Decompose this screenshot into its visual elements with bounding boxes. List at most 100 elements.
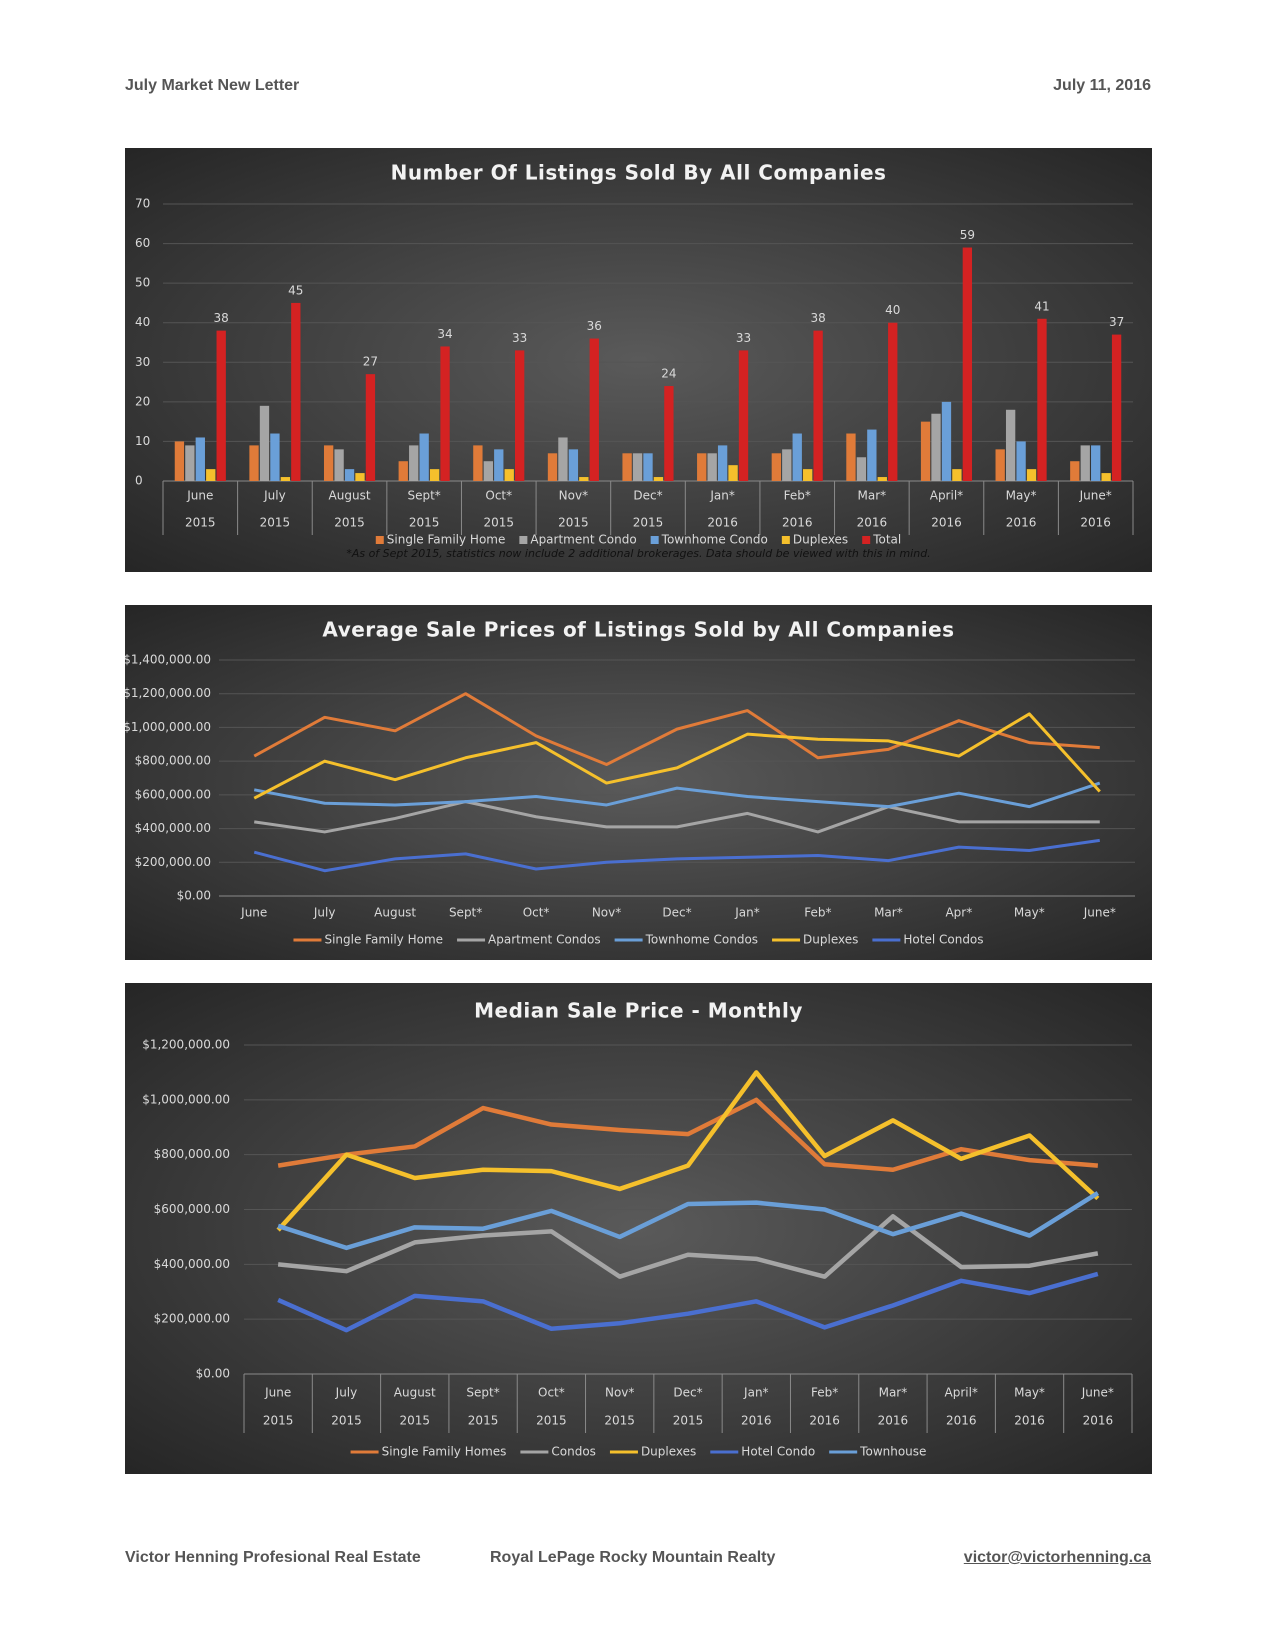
bar: [291, 302, 301, 481]
line-series: [277, 1271, 1099, 1333]
legend-label: Single Family Home: [324, 933, 443, 947]
bar: [1037, 318, 1047, 481]
x-tick-label: July: [263, 489, 286, 503]
bar: [185, 445, 195, 481]
x-year-label: 2015: [633, 516, 664, 530]
bar: [216, 330, 226, 481]
bar: [174, 441, 185, 481]
line-series: [253, 838, 1100, 873]
line-series: [276, 1070, 1100, 1232]
footer-email[interactable]: victor@victorhenning.ca: [963, 1549, 1151, 1566]
y-tick-label: 30: [135, 355, 150, 369]
x-tick-label: June*: [1079, 489, 1112, 503]
bar: [398, 461, 408, 481]
x-year-label: 2015: [399, 1414, 430, 1428]
bar: [270, 433, 280, 481]
legend-label: Apartment Condo: [530, 533, 636, 547]
y-tick-label: $600,000.00: [135, 787, 211, 801]
line-series: [253, 692, 1100, 767]
y-tick-label: 40: [135, 315, 150, 329]
legend-swatch: [375, 536, 384, 544]
legend-label: Townhouse: [859, 1445, 926, 1459]
line-series: [254, 800, 1100, 834]
bar: [782, 449, 792, 481]
footer-company: Royal LePage Rocky Mountain Realty: [490, 1549, 776, 1566]
legend: Single Family Home Apartment Condo Townhom…: [375, 533, 901, 547]
y-tick-label: $800,000.00: [154, 1147, 230, 1161]
chart: Average Sale Prices of Listings Sold by …: [125, 605, 1152, 960]
legend-label: Townhome Condos: [645, 933, 758, 947]
x-tick-label: August: [329, 489, 371, 503]
line-series: [253, 712, 1101, 800]
legend-label: Duplexes: [803, 933, 858, 947]
x-year-label: 2015: [409, 516, 440, 530]
chart-title: Average Sale Prices of Listings Sold by …: [322, 618, 954, 642]
legend-label: Condos: [551, 1445, 596, 1459]
x-tick-label: Oct*: [485, 489, 512, 503]
bar: [1111, 334, 1122, 481]
bar: [856, 457, 867, 481]
legend-label: Townhome Condo: [661, 533, 768, 547]
header-date: July 11, 2016: [1053, 77, 1151, 94]
x-year-label: 2016: [782, 516, 813, 530]
x-tick-label: Oct*: [523, 906, 550, 920]
data-label: 59: [960, 228, 975, 242]
bar: [1026, 469, 1037, 481]
legend-swatch: [781, 536, 790, 544]
bar: [280, 477, 291, 481]
chart: Median Sale Price - Monthly $0.00 $200,000…: [125, 983, 1152, 1474]
y-tick-label: 60: [135, 236, 150, 250]
y-tick-label: 0: [135, 474, 143, 488]
y-tick-label: $600,000.00: [154, 1202, 230, 1216]
x-tick-label: Mar*: [874, 906, 903, 920]
bar: [409, 445, 419, 481]
y-tick-label: $200,000.00: [135, 855, 211, 869]
bar: [931, 413, 941, 481]
line-series: [277, 1097, 1099, 1172]
x-tick-label: Sept*: [466, 1386, 499, 1400]
y-tick-label: $1,200,000.00: [142, 1038, 230, 1052]
y-tick-label: $0.00: [196, 1367, 230, 1381]
y-tick-label: 10: [135, 434, 150, 448]
y-tick-label: $400,000.00: [135, 821, 211, 835]
bar: [547, 453, 558, 481]
legend-label: Hotel Condos: [903, 933, 983, 947]
bar: [483, 461, 493, 481]
bar: [589, 338, 599, 481]
x-year-label: 2015: [468, 1414, 499, 1428]
bar: [653, 477, 664, 481]
chart-background: [125, 148, 1152, 572]
y-tick-label: $1,000,000.00: [142, 1092, 230, 1106]
x-year-label: 2016: [809, 1414, 840, 1428]
x-year-label: 2016: [857, 516, 888, 530]
x-tick-label: August: [374, 906, 416, 920]
legend-label: Total: [872, 533, 901, 547]
line-series: [277, 1191, 1100, 1251]
x-year-label: 2015: [260, 516, 291, 530]
x-tick-label: April*: [930, 489, 963, 503]
x-year-label: 2016: [1006, 516, 1037, 530]
x-tick-label: May*: [1014, 1386, 1045, 1400]
line-series: [277, 1214, 1099, 1279]
bar: [494, 449, 504, 481]
bar: [995, 449, 1005, 481]
x-year-label: 2016: [1014, 1414, 1045, 1428]
data-label: 41: [1034, 299, 1049, 313]
x-tick-label: June: [264, 1386, 291, 1400]
bar: [771, 453, 782, 481]
chart: Number Of Listings Sold By All Companies…: [125, 148, 1152, 572]
x-tick-label: July: [335, 1386, 358, 1400]
legend-label: Apartment Condos: [488, 933, 601, 947]
x-tick-label: Jan*: [734, 906, 760, 920]
y-tick-label: 20: [135, 394, 150, 408]
legend: Single Family Home Apartment Condos Townho…: [293, 933, 984, 947]
x-year-label: 2015: [558, 516, 589, 530]
bar: [1091, 445, 1101, 481]
bar: [962, 247, 973, 481]
chart-background: [125, 605, 1152, 960]
footnote: *As of Sept 2015, statistics now include…: [346, 547, 930, 560]
chart-title: Number Of Listings Sold By All Companies: [391, 161, 887, 185]
data-label: 45: [288, 283, 303, 297]
y-tick-label: $1,400,000.00: [125, 653, 211, 667]
data-label: 38: [214, 311, 229, 325]
